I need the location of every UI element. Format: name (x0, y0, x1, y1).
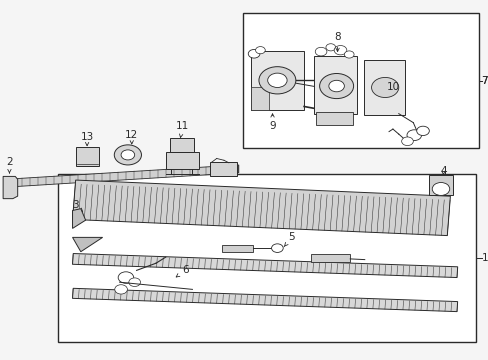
Circle shape (115, 285, 127, 294)
Text: 11: 11 (176, 121, 189, 138)
Bar (363, 60, 404, 116)
Bar (58, 174, 475, 342)
Circle shape (416, 126, 428, 135)
Text: 5: 5 (284, 232, 295, 247)
Circle shape (401, 137, 412, 145)
Bar (210, 162, 237, 176)
Text: 12: 12 (125, 130, 138, 144)
Text: 7: 7 (480, 76, 487, 86)
Bar (169, 138, 194, 152)
Circle shape (315, 47, 326, 56)
Circle shape (271, 244, 283, 252)
Text: 8: 8 (334, 32, 340, 51)
Circle shape (114, 145, 141, 165)
Text: 4: 4 (439, 166, 446, 176)
Circle shape (267, 73, 286, 87)
Circle shape (319, 73, 353, 99)
Polygon shape (72, 209, 85, 228)
Bar (311, 253, 349, 262)
Circle shape (344, 51, 353, 58)
Bar (250, 51, 304, 110)
Bar (76, 147, 99, 166)
Circle shape (259, 67, 295, 94)
Text: 2: 2 (6, 157, 13, 173)
Polygon shape (72, 180, 449, 235)
Text: 10: 10 (386, 82, 399, 92)
Circle shape (431, 183, 449, 195)
Text: 7: 7 (480, 76, 487, 86)
Text: 6: 6 (176, 265, 188, 277)
Circle shape (128, 278, 140, 287)
Circle shape (255, 46, 264, 54)
Bar (428, 175, 452, 195)
Text: 9: 9 (269, 114, 275, 131)
Polygon shape (5, 165, 238, 187)
Polygon shape (72, 288, 457, 312)
Circle shape (328, 80, 344, 92)
Circle shape (406, 130, 421, 140)
Text: 1: 1 (480, 253, 487, 263)
Bar (313, 56, 357, 114)
Circle shape (325, 44, 335, 51)
Bar (316, 112, 352, 126)
Bar (243, 13, 478, 148)
Polygon shape (72, 237, 102, 252)
Bar (250, 87, 268, 110)
Polygon shape (72, 253, 457, 278)
Circle shape (333, 45, 346, 55)
Bar (165, 152, 198, 169)
Circle shape (118, 272, 133, 283)
Circle shape (248, 49, 260, 58)
Circle shape (121, 150, 134, 160)
Circle shape (371, 77, 398, 98)
Text: 3: 3 (73, 200, 82, 212)
Polygon shape (3, 176, 18, 199)
Text: 13: 13 (81, 132, 94, 146)
Bar (221, 244, 253, 252)
